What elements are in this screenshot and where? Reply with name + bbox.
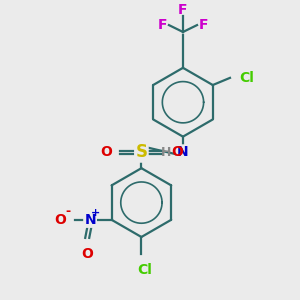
Text: N: N xyxy=(177,146,189,159)
Text: O: O xyxy=(54,213,66,227)
Text: +: + xyxy=(91,208,101,218)
Text: O: O xyxy=(81,247,93,261)
Text: -: - xyxy=(65,205,70,218)
Text: N: N xyxy=(84,213,96,227)
Text: O: O xyxy=(100,146,112,159)
Text: F: F xyxy=(158,18,167,32)
Text: Cl: Cl xyxy=(137,263,152,278)
Text: O: O xyxy=(171,146,183,159)
Text: F: F xyxy=(199,18,208,32)
Text: H: H xyxy=(161,146,172,159)
Text: Cl: Cl xyxy=(239,71,254,85)
Text: S: S xyxy=(135,143,147,161)
Text: F: F xyxy=(178,3,188,16)
